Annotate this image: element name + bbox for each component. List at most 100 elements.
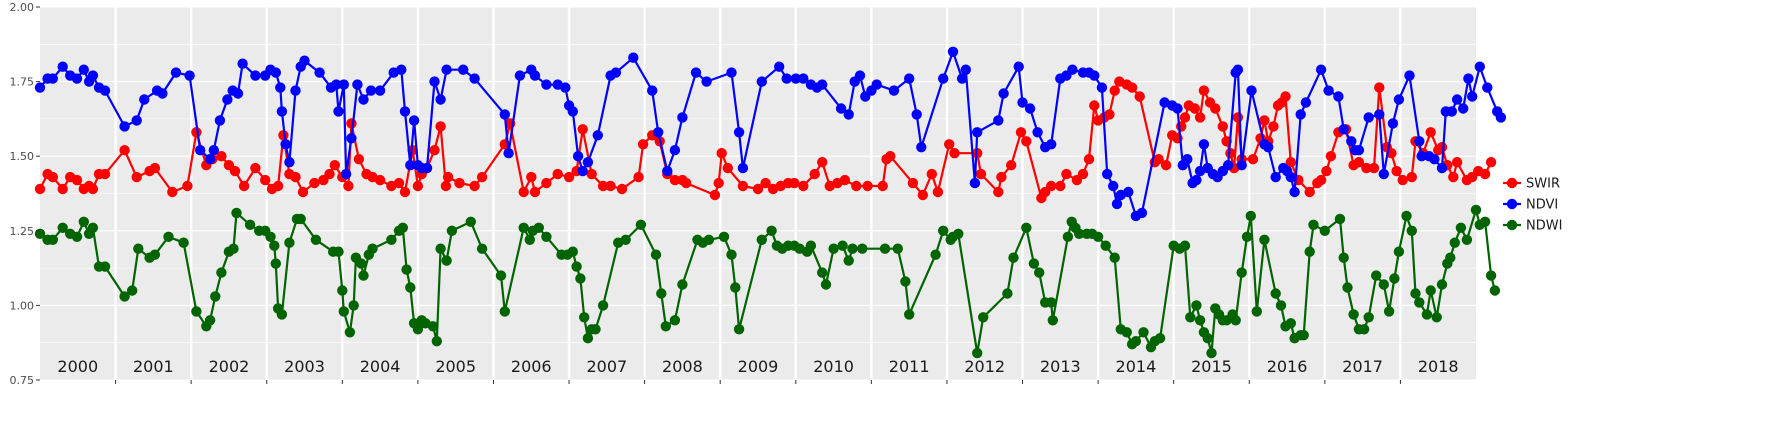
data-point — [900, 276, 911, 287]
data-point — [1436, 162, 1448, 174]
data-point — [582, 157, 594, 168]
data-point — [828, 243, 839, 254]
data-point — [1034, 267, 1045, 278]
data-point — [229, 165, 241, 177]
legend-label: NDWI — [1526, 219, 1562, 234]
data-point — [1189, 103, 1201, 114]
data-point — [1425, 127, 1436, 138]
data-point — [1198, 85, 1210, 96]
data-point — [1467, 91, 1478, 102]
data-point — [1136, 207, 1148, 219]
data-point — [399, 106, 411, 117]
data-point — [1463, 73, 1474, 84]
data-point — [577, 165, 588, 177]
data-point — [904, 309, 915, 320]
data-point — [276, 309, 288, 320]
data-point — [949, 148, 960, 159]
data-point — [837, 240, 848, 251]
data-point — [34, 82, 46, 93]
data-point — [843, 255, 854, 266]
data-point — [333, 106, 344, 117]
data-point — [237, 58, 248, 69]
data-point — [275, 82, 286, 93]
data-point — [1067, 64, 1078, 75]
data-point — [1194, 315, 1206, 326]
data-point — [149, 162, 161, 174]
data-point — [99, 261, 111, 272]
data-point — [1479, 168, 1491, 180]
data-point — [1202, 333, 1213, 344]
data-point — [1338, 252, 1349, 263]
data-point — [956, 73, 968, 84]
data-point — [857, 243, 868, 254]
data-point — [1387, 118, 1399, 129]
data-point — [1108, 180, 1119, 192]
data-point — [149, 249, 161, 260]
data-point — [1217, 121, 1229, 132]
data-point — [131, 171, 142, 183]
data-point — [752, 183, 764, 195]
data-point — [446, 225, 458, 236]
data-point — [1230, 315, 1241, 326]
data-point — [353, 154, 365, 165]
data-point — [703, 234, 715, 245]
year-label: 2002 — [209, 357, 250, 376]
data-point — [1371, 270, 1382, 281]
year-label: 2006 — [511, 357, 552, 376]
data-point — [633, 171, 644, 183]
data-point — [533, 222, 544, 233]
data-point — [1160, 160, 1172, 171]
data-point — [1304, 186, 1315, 198]
data-point — [1323, 85, 1334, 96]
data-point — [1134, 91, 1145, 102]
data-point — [1455, 222, 1467, 233]
data-point — [978, 312, 989, 323]
data-point — [541, 177, 552, 189]
data-point — [133, 243, 144, 254]
data-point — [99, 85, 111, 96]
data-point — [722, 162, 733, 174]
data-point — [1126, 82, 1138, 93]
data-point — [756, 234, 767, 245]
data-point — [1374, 82, 1385, 93]
data-point — [635, 219, 647, 230]
data-point — [1236, 267, 1247, 278]
data-point — [1222, 160, 1234, 171]
data-point — [1406, 171, 1418, 183]
data-point — [662, 165, 673, 177]
data-point — [879, 243, 891, 254]
data-point — [191, 306, 202, 317]
data-point — [214, 115, 226, 126]
data-point — [733, 127, 745, 138]
data-point — [1289, 186, 1300, 198]
data-point — [730, 282, 741, 293]
data-point — [1109, 85, 1120, 96]
data-point — [620, 234, 631, 245]
data-point — [1247, 154, 1259, 165]
data-point — [726, 249, 737, 260]
data-point — [204, 315, 216, 326]
data-point — [1285, 157, 1297, 168]
data-point — [265, 231, 276, 242]
data-point — [314, 67, 325, 78]
data-point — [343, 180, 354, 192]
data-point — [877, 180, 888, 192]
data-point — [1338, 124, 1349, 135]
data-point — [309, 177, 320, 189]
data-point — [677, 279, 688, 290]
data-point — [567, 246, 578, 257]
y-tick-label: 1.75 — [10, 76, 35, 89]
data-point — [1172, 103, 1183, 114]
data-point — [435, 243, 446, 254]
data-point — [1046, 297, 1057, 308]
year-label: 2013 — [1040, 357, 1081, 376]
data-point — [669, 315, 681, 326]
data-point — [1280, 91, 1291, 102]
data-point — [87, 70, 99, 81]
year-label: 2012 — [964, 357, 1005, 376]
data-point — [269, 240, 280, 251]
data-point — [178, 237, 189, 248]
data-point — [969, 177, 981, 189]
axes: 0.75 1.00 1.25 1.50 1.75 2.00 — [10, 1, 1401, 387]
data-point — [1416, 151, 1427, 162]
